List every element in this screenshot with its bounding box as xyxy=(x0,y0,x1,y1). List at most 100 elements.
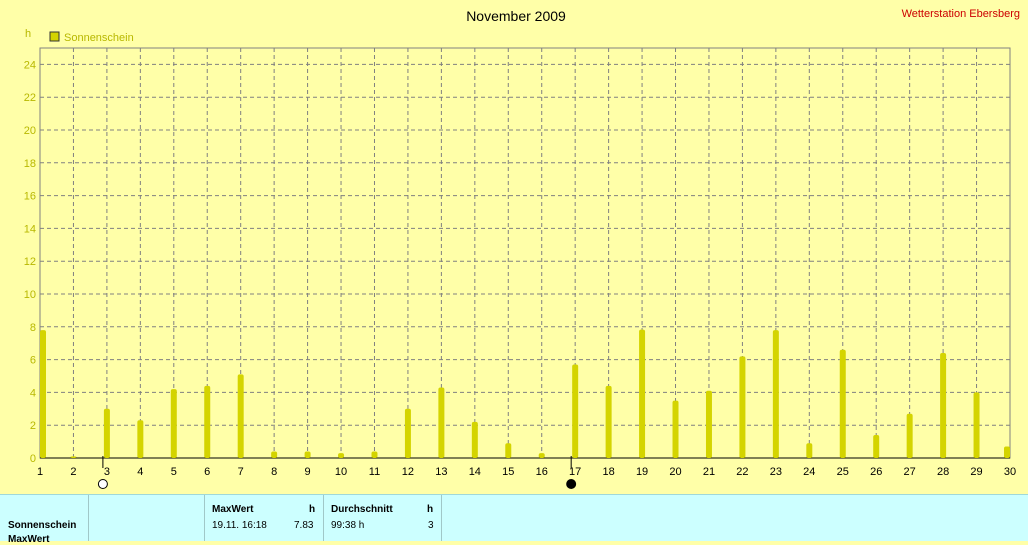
legend-swatch xyxy=(49,31,60,42)
y-tick-label: 18 xyxy=(24,158,36,170)
bar xyxy=(973,392,980,458)
bar xyxy=(304,451,311,458)
x-tick-label: 18 xyxy=(602,466,614,478)
max-unit: h xyxy=(309,504,316,515)
avg-header: Durchschnitt xyxy=(331,504,393,515)
bar xyxy=(103,408,110,458)
bar xyxy=(438,387,445,458)
chart-title: November 2009 xyxy=(466,8,566,24)
y-tick-label: 20 xyxy=(24,125,36,137)
x-tick-label: 19 xyxy=(636,466,648,478)
x-tick-label: 20 xyxy=(669,466,681,478)
moon-markers xyxy=(97,456,577,489)
x-tick-label: 8 xyxy=(271,466,277,478)
x-tick-label: 17 xyxy=(569,466,581,478)
bar xyxy=(338,453,345,458)
avg-unit: h xyxy=(427,504,434,515)
max-time: 19.11. 16:18 xyxy=(212,520,267,531)
bars xyxy=(40,329,1010,458)
x-tick-label: 9 xyxy=(305,466,311,478)
y-tick-label: 16 xyxy=(24,191,36,203)
y-tick-label: 6 xyxy=(30,355,36,367)
bar xyxy=(772,330,779,458)
bar xyxy=(739,356,746,458)
x-tick-label: 25 xyxy=(837,466,849,478)
bar xyxy=(705,390,712,458)
bar xyxy=(873,435,880,458)
stats-divider xyxy=(323,495,324,541)
y-axis-unit: h xyxy=(25,28,31,40)
bar xyxy=(538,453,545,458)
x-tick-label: 3 xyxy=(104,466,110,478)
x-tick-label: 13 xyxy=(435,466,447,478)
x-tick-label: 29 xyxy=(970,466,982,478)
x-tick-label: 7 xyxy=(238,466,244,478)
bar xyxy=(839,349,846,458)
avg-count: 3 xyxy=(428,520,434,531)
bar xyxy=(672,400,679,458)
bar xyxy=(170,389,177,458)
y-tick-label: 22 xyxy=(24,92,36,104)
grid xyxy=(39,47,1011,459)
y-tick-label: 8 xyxy=(30,322,36,334)
bar xyxy=(505,443,512,458)
avg-value: 99:38 h xyxy=(331,520,365,531)
bar xyxy=(40,330,46,458)
y-tick-label: 2 xyxy=(30,420,36,432)
x-tick-label: 21 xyxy=(703,466,715,478)
bar xyxy=(271,451,278,458)
stats-divider xyxy=(88,495,89,541)
plot-frame xyxy=(39,47,1011,459)
bar xyxy=(605,385,612,458)
bar xyxy=(572,364,579,458)
bar xyxy=(371,451,378,458)
x-tick-label: 24 xyxy=(803,466,815,478)
bar xyxy=(204,385,211,458)
x-tick-label: 30 xyxy=(1004,466,1016,478)
chart: November 2009 Wetterstation Ebersberg h … xyxy=(24,8,1020,489)
max-header: MaxWert xyxy=(212,504,254,515)
x-tick-label: 12 xyxy=(402,466,414,478)
bar xyxy=(639,329,646,458)
bar xyxy=(1004,446,1010,458)
bar xyxy=(471,421,478,458)
max-value: 7.83 xyxy=(294,520,314,531)
x-tick-label: 10 xyxy=(335,466,347,478)
stats-panel: Sonnenschein MaxWert MaxWert h 19.11. 16… xyxy=(0,494,1028,545)
bar xyxy=(237,374,244,458)
x-tick-label: 4 xyxy=(137,466,143,478)
x-tick-label: 28 xyxy=(937,466,949,478)
x-tick-label: 16 xyxy=(536,466,548,478)
bar xyxy=(404,408,411,458)
x-tick-label: 5 xyxy=(171,466,177,478)
bar xyxy=(137,420,144,458)
x-tick-label: 22 xyxy=(736,466,748,478)
x-tick-label: 23 xyxy=(770,466,782,478)
y-tick-label: 10 xyxy=(24,289,36,301)
bar xyxy=(806,443,813,458)
new-moon-icon xyxy=(566,479,577,489)
y-tick-label: 0 xyxy=(30,453,36,465)
legend-label: Sonnenschein xyxy=(64,32,134,44)
stats-divider xyxy=(204,495,205,541)
x-tick-label: 26 xyxy=(870,466,882,478)
y-tick-label: 24 xyxy=(24,59,36,71)
y-tick-label: 4 xyxy=(30,387,36,399)
stats-divider xyxy=(441,495,442,541)
bar xyxy=(906,413,913,458)
x-tick-label: 6 xyxy=(204,466,210,478)
x-tick-label: 2 xyxy=(70,466,76,478)
station-name: Wetterstation Ebersberg xyxy=(902,8,1020,20)
x-tick-label: 14 xyxy=(469,466,481,478)
x-tick-label: 27 xyxy=(904,466,916,478)
y-tick-label: 14 xyxy=(24,223,36,235)
x-axis-ticks: 1 2 3 4 5 6 7 8 9 10 11 12 13 14 15 16 17 18 19 20 21 22 23 24 2… xyxy=(37,466,1016,478)
x-tick-label: 1 xyxy=(37,466,43,478)
bar xyxy=(940,353,947,458)
bar xyxy=(70,456,77,458)
x-tick-label: 11 xyxy=(369,466,380,478)
x-tick-label: 15 xyxy=(502,466,514,478)
y-tick-label: 12 xyxy=(24,256,36,268)
full-moon-icon xyxy=(97,479,108,489)
